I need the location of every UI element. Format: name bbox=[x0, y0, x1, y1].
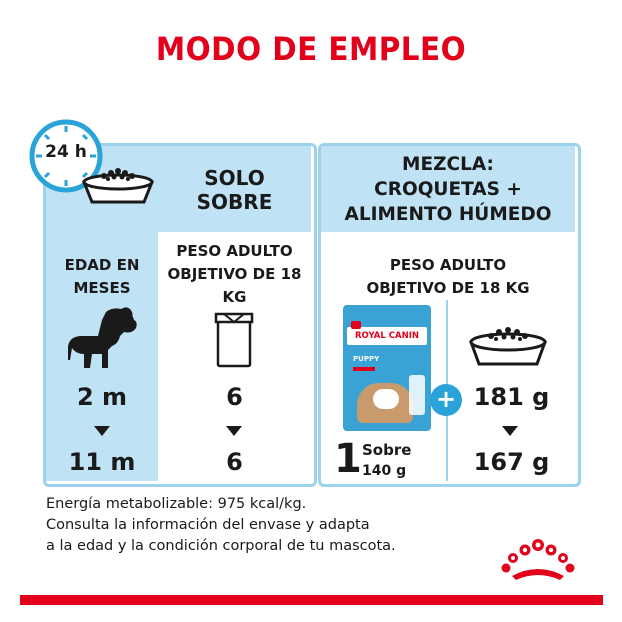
food-bowl-icon bbox=[465, 318, 551, 368]
arrow-down-icon bbox=[502, 426, 518, 436]
instructions-line-1: Consulta la información del envase y ada… bbox=[46, 517, 370, 533]
age-from: 2 m bbox=[76, 383, 128, 411]
bottom-red-bar bbox=[20, 595, 603, 605]
solo-sobre-header: SOLO SOBRE bbox=[196, 166, 273, 214]
weight-column-header: PESO ADULTO OBJETIVO DE 18 KG bbox=[167, 242, 302, 306]
arrow-down-icon bbox=[94, 426, 110, 436]
energy-note: Energía metabolizable: 975 kcal/kg. bbox=[46, 496, 307, 512]
sobre-count: 1 bbox=[334, 436, 362, 482]
pouch-brand-label: ROYAL CANIN bbox=[355, 331, 419, 341]
sobre-label: Sobre bbox=[362, 441, 412, 459]
age-to: 11 m bbox=[68, 448, 136, 476]
kibble-from: 181 g bbox=[473, 383, 550, 411]
page-title: MODO DE EMPLEO bbox=[155, 30, 467, 68]
plus-icon: + bbox=[430, 384, 462, 416]
royal-canin-crown-logo bbox=[498, 536, 578, 582]
clock-icon bbox=[28, 118, 104, 194]
clock-label: 24 h bbox=[45, 142, 87, 162]
age-column-header: EDAD EN MESES bbox=[64, 256, 140, 297]
sobre-weight: 140 g bbox=[362, 463, 407, 479]
right-weight-header: PESO ADULTO OBJETIVO DE 18 KG bbox=[366, 256, 530, 297]
count-to: 6 bbox=[226, 448, 243, 476]
wet-food-pouch-image: ROYAL CANIN PUPPY bbox=[343, 305, 431, 431]
arrow-down-icon bbox=[226, 426, 242, 436]
puppy-icon bbox=[62, 306, 142, 372]
left-header-bg bbox=[158, 146, 311, 232]
mezcla-header: MEZCLA: CROQUETAS + ALIMENTO HÚMEDO bbox=[344, 154, 552, 225]
count-from: 6 bbox=[226, 383, 243, 411]
pouch-outline-icon bbox=[214, 310, 254, 368]
pouch-product-name: PUPPY bbox=[353, 355, 380, 363]
right-header-bg bbox=[321, 146, 575, 232]
kibble-to: 167 g bbox=[473, 448, 550, 476]
food-bowl-icon bbox=[78, 160, 158, 206]
instructions-line-2: a la edad y la condición corporal de tu … bbox=[46, 538, 396, 554]
